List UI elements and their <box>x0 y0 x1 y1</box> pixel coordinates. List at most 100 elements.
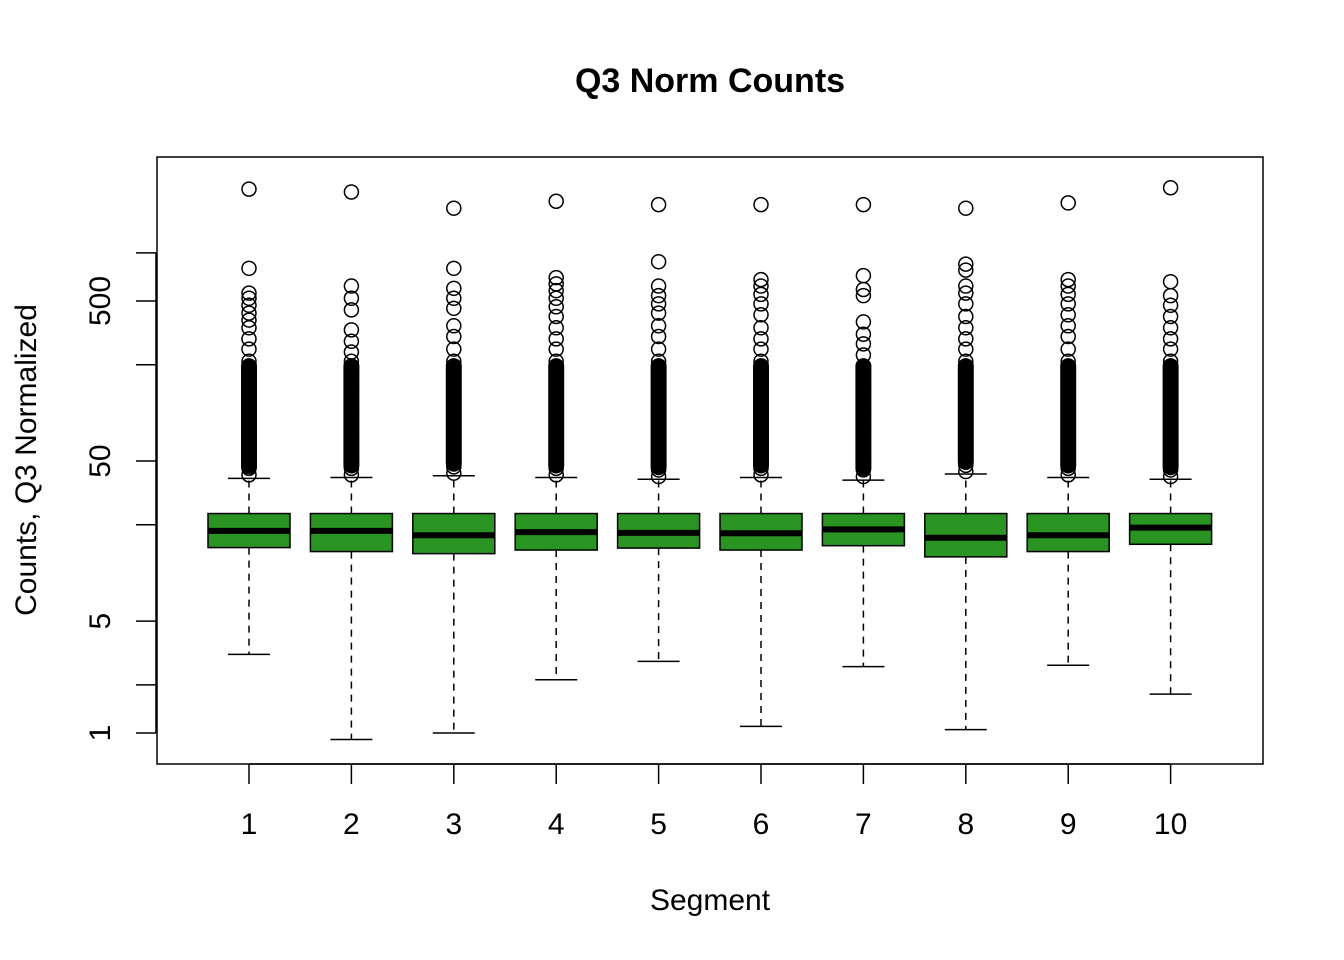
outlier-point <box>1162 273 1179 290</box>
outlier-point <box>548 193 564 209</box>
outlier-point <box>343 322 360 338</box>
outlier-point <box>548 282 564 299</box>
outlier-point <box>958 341 974 357</box>
outlier-point <box>753 271 769 288</box>
box-segment-4 <box>514 193 598 681</box>
box-segment-6 <box>719 196 803 728</box>
outlier-point <box>548 269 564 286</box>
outlier-point <box>1060 286 1076 303</box>
dense-outlier-band <box>650 358 667 476</box>
plot-frame <box>156 156 1264 765</box>
dense-outlier-band <box>753 358 769 474</box>
outlier-point <box>1060 341 1076 357</box>
outlier-point <box>241 312 257 328</box>
dense-outlier-band <box>445 358 462 472</box>
outlier-point <box>650 341 667 357</box>
x-tick-label: 7 <box>855 808 872 841</box>
outlier-point <box>343 278 360 294</box>
x-tick-label: 10 <box>1154 808 1187 841</box>
outlier-point <box>855 314 872 330</box>
y-tick-label: 50 <box>84 444 117 477</box>
outlier-point <box>241 181 257 197</box>
outlier-point <box>1162 297 1179 314</box>
outlier-point <box>855 336 872 352</box>
x-tick-label: 5 <box>650 808 667 841</box>
outlier-point <box>1162 320 1179 336</box>
dense-outlier-band <box>241 358 257 475</box>
outlier-point <box>650 278 667 294</box>
box-group <box>207 179 1213 741</box>
outlier-point <box>958 262 974 278</box>
outlier-point <box>958 308 974 325</box>
outlier-point <box>855 287 872 304</box>
outlier-point <box>855 196 872 213</box>
outlier-point <box>753 286 769 303</box>
x-tick-label: 4 <box>548 808 565 841</box>
outlier-point <box>753 307 769 323</box>
x-tick-label: 8 <box>957 808 974 841</box>
x-tick-label: 1 <box>241 808 258 841</box>
outlier-point <box>753 320 769 336</box>
outlier-point <box>343 290 360 307</box>
dense-outlier-band <box>855 358 872 477</box>
outlier-point <box>1060 318 1076 334</box>
dense-outlier-band <box>1060 358 1077 474</box>
outlier-point <box>446 280 462 297</box>
outlier-point <box>548 276 564 292</box>
box-segment-9 <box>1026 195 1110 667</box>
y-tick-label: 1 <box>84 725 117 742</box>
outlier-point <box>1060 328 1076 345</box>
y-tick-label: 5 <box>84 613 117 630</box>
box-segment-2 <box>309 184 394 741</box>
dense-outlier-band <box>957 358 974 471</box>
dense-outlier-band <box>1162 358 1179 476</box>
outlier-point <box>650 328 667 345</box>
x-tick-label: 9 <box>1060 808 1077 841</box>
outlier-point <box>548 320 564 336</box>
dense-outlier-band <box>548 358 565 474</box>
outlier-point <box>446 260 462 277</box>
outlier-point <box>753 331 769 347</box>
outlier-point <box>753 196 769 213</box>
x-axis-label: Segment <box>650 884 771 917</box>
y-axis-label: Counts, Q3 Normalized <box>10 304 43 616</box>
outlier-point <box>1162 331 1179 347</box>
box-segment-7 <box>821 196 906 668</box>
outlier-point <box>753 278 769 294</box>
outlier-point <box>650 318 667 334</box>
outlier-point <box>650 287 667 304</box>
outlier-point <box>446 328 462 345</box>
outlier-point <box>343 333 360 350</box>
outlier-point <box>446 341 462 357</box>
outlier-point <box>548 341 564 357</box>
x-tick-label: 3 <box>445 808 462 841</box>
outlier-point <box>446 290 462 307</box>
box-segment-8 <box>924 200 1008 731</box>
outlier-point <box>241 260 257 277</box>
outlier-point <box>1060 307 1076 323</box>
box-segment-1 <box>207 181 291 656</box>
box-segment-10 <box>1128 179 1213 695</box>
outlier-point <box>1060 278 1076 294</box>
box-segment-3 <box>412 200 496 734</box>
outlier-point <box>241 285 257 301</box>
outlier-point <box>548 299 564 315</box>
outlier-point <box>241 341 257 357</box>
outlier-point <box>958 200 974 216</box>
y-tick-label: 500 <box>84 276 117 326</box>
outlier-point <box>650 305 667 321</box>
outlier-point <box>855 326 872 342</box>
x-axis: 1 2 3 4 5 6 7 8 9 10 <box>241 763 1187 841</box>
box-segment-5 <box>616 196 701 663</box>
outlier-point <box>1162 287 1179 304</box>
x-tick-label: 2 <box>343 808 360 841</box>
outlier-point <box>446 200 462 216</box>
outlier-point <box>446 300 462 317</box>
outlier-point <box>1162 308 1179 325</box>
dense-outlier-band <box>343 358 360 474</box>
outlier-point <box>958 320 974 336</box>
outlier-point <box>548 308 564 325</box>
outlier-point <box>1162 179 1179 196</box>
outlier-point <box>650 196 667 213</box>
outlier-point <box>958 278 974 294</box>
